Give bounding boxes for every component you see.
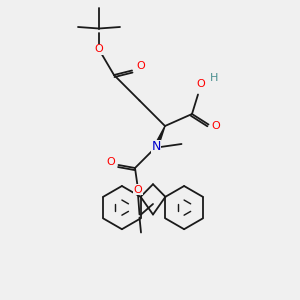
Text: H: H — [210, 73, 219, 83]
Text: O: O — [106, 157, 116, 167]
Text: O: O — [134, 184, 142, 195]
Text: N: N — [151, 140, 161, 154]
Text: O: O — [136, 61, 146, 71]
Polygon shape — [154, 126, 165, 148]
Text: O: O — [212, 121, 220, 131]
Text: O: O — [196, 79, 206, 89]
Text: O: O — [94, 44, 103, 55]
